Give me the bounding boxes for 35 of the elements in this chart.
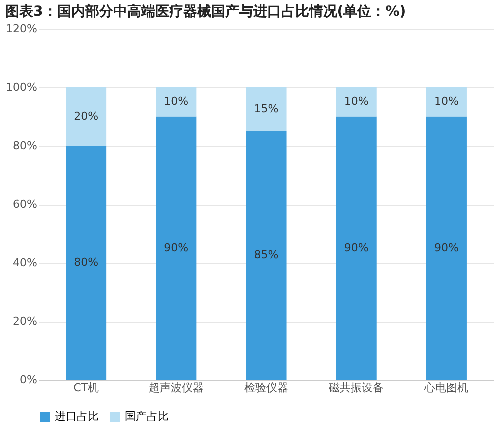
x-tick-label: 超声波仪器 — [148, 382, 204, 394]
chart-title: 图表3：国内部分中高端医疗器械国产与进口占比情况(单位：%) — [6, 3, 406, 20]
bar — [336, 88, 377, 117]
y-tick-label: 120% — [6, 22, 38, 36]
x-tick-label: 磁共振设备 — [328, 382, 384, 394]
x-tick-label: CT机 — [74, 382, 100, 394]
bar — [66, 88, 107, 146]
bar — [156, 88, 197, 117]
data-label: 85% — [254, 248, 279, 262]
legend-label: 进口占比 — [55, 410, 99, 423]
data-label: 10% — [164, 95, 189, 108]
bar — [246, 88, 287, 132]
data-label: 90% — [344, 241, 369, 254]
bar — [426, 116, 467, 380]
y-tick-label: 60% — [13, 198, 38, 211]
y-tick-label: 20% — [13, 315, 38, 328]
bar — [246, 131, 287, 380]
bar — [66, 146, 107, 380]
data-label: 80% — [74, 256, 99, 269]
y-tick-label: 40% — [13, 256, 38, 270]
y-tick-label: 100% — [6, 81, 38, 94]
y-tick-label: 80% — [13, 140, 38, 152]
x-tick-label: 检验仪器 — [244, 382, 288, 394]
data-label: 90% — [164, 241, 189, 254]
data-label: 90% — [434, 241, 459, 254]
data-label: 10% — [434, 95, 459, 108]
x-tick-label: 心电图机 — [424, 382, 469, 394]
bar — [156, 116, 197, 380]
data-label: 10% — [344, 95, 369, 108]
bar — [336, 116, 377, 380]
data-label: 20% — [74, 110, 99, 123]
bar — [426, 88, 467, 117]
data-label: 15% — [254, 102, 279, 116]
legend-label: 国产占比 — [125, 410, 169, 423]
y-tick-label: 0% — [20, 374, 38, 386]
